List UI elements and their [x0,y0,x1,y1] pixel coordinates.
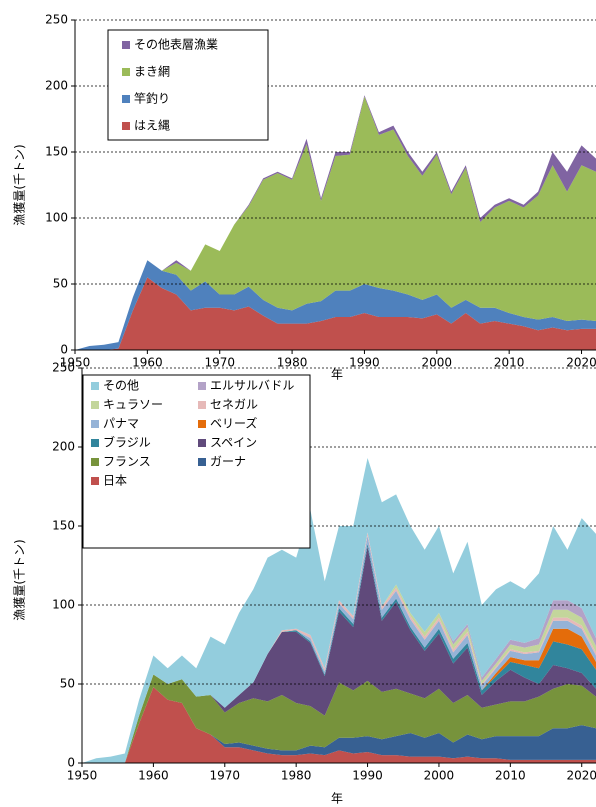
legend-label: その他 [103,379,139,393]
x-tick-label: 1990 [349,356,380,370]
x-tick-label: 2000 [424,769,455,783]
legend-label: はえ縄 [134,118,170,133]
area [82,458,596,763]
legend-swatch [198,401,206,409]
y-tick-label: 50 [53,277,68,291]
area [82,687,596,763]
legend-swatch [198,458,206,466]
x-tick-label: 1970 [210,769,241,783]
legend-label: ベリーズ [210,416,257,431]
x-tick-label: 1950 [67,769,98,783]
y-axis-title: 漁獲量(千トン) [13,539,27,620]
legend-swatch [122,41,130,49]
legend-box [82,374,311,549]
legend-swatch [91,458,99,466]
x-tick-label: 2010 [494,356,525,370]
y-tick-label: 100 [45,211,68,225]
x-tick-label: 1980 [277,356,308,370]
y-tick-label: 200 [45,79,68,93]
x-axis-title: 年 [331,792,343,806]
legend-swatch [198,420,206,428]
legend-swatch [91,477,99,485]
legend-label: セネガル [210,398,258,412]
legend-label: パナマ [103,417,139,431]
area [75,96,596,350]
y-tick-label: 150 [52,519,75,533]
x-tick-label: 2020 [566,356,596,370]
legend-label: ガーナ [210,455,246,469]
legend-swatch [91,382,99,390]
legend-swatch [122,95,130,103]
y-tick-label: 100 [52,598,75,612]
legend-swatch [91,439,99,447]
legend-swatch [122,122,130,130]
area [82,546,596,763]
legend-label: その他表層漁業 [134,38,218,52]
y-tick-label: 50 [60,677,75,691]
legend-swatch [91,401,99,409]
legend-swatch [122,68,130,76]
x-axis-title: 年 [331,368,343,382]
legend-box [107,29,269,141]
legend-swatch [198,382,206,390]
x-tick-label: 1980 [281,769,312,783]
legend-label: スペイン [210,436,257,450]
legend-swatch [198,439,206,447]
y-tick-label: 0 [67,756,75,770]
x-tick-label: 1960 [138,769,169,783]
x-tick-label: 1950 [60,356,91,370]
area [75,277,596,350]
area [82,674,596,763]
y-axis-title: 漁獲量(千トン) [13,144,27,225]
legend-label: フランス [103,455,151,469]
y-tick-label: 250 [45,13,68,27]
y-tick-label: 0 [60,343,68,357]
legend-swatch [91,420,99,428]
legend-label: エルサルバドル [210,379,294,393]
legend-label: キュラソー [103,398,163,412]
legend-label: 竿釣り [134,91,170,106]
legend-label: 日本 [103,474,127,488]
x-tick-label: 2020 [566,769,596,783]
legend-label: まき網 [134,65,170,79]
x-tick-label: 2010 [495,769,526,783]
y-tick-label: 200 [52,440,75,454]
x-tick-label: 1970 [204,356,235,370]
x-tick-label: 2000 [422,356,453,370]
x-tick-label: 1960 [132,356,163,370]
y-tick-label: 150 [45,145,68,159]
area [75,260,596,350]
legend-label: ブラジル [103,435,151,450]
y-tick-label: 250 [52,361,75,375]
area [82,687,596,763]
x-tick-label: 1990 [352,769,383,783]
chart: 0 50 100 150 200 250 1950 1960 1970 1980 1990 2000 2… [13,361,596,806]
